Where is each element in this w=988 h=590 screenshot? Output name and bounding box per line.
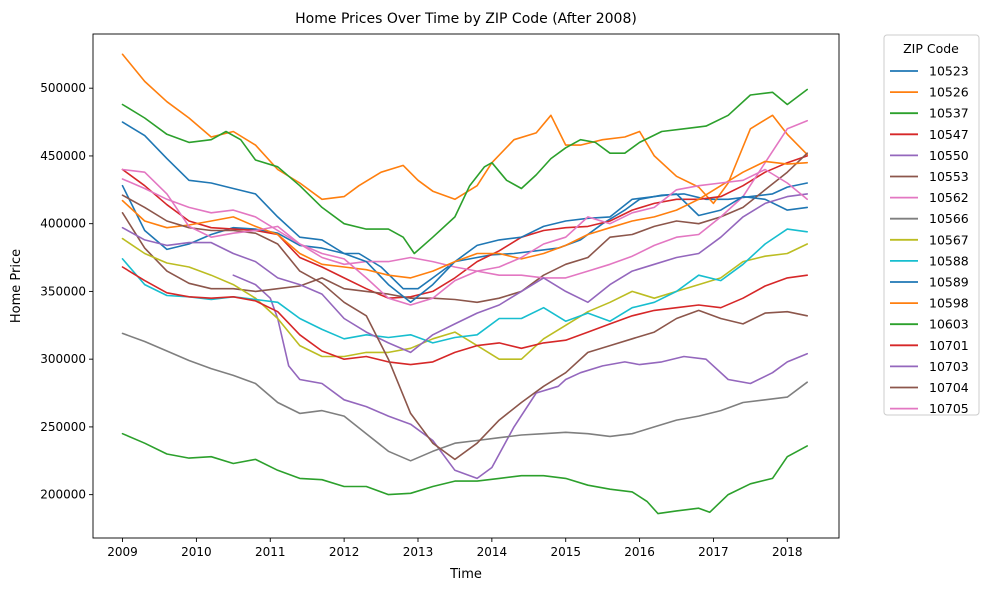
series-line-10704 [121, 194, 809, 461]
series-line-10550 [232, 274, 809, 480]
series-line-10701 [121, 266, 809, 366]
legend-item-10553: 10553 [890, 169, 969, 184]
legend-item-10562: 10562 [890, 190, 969, 205]
legend-label: 10598 [929, 296, 969, 311]
series-line-10598 [121, 160, 809, 279]
series-line-10526 [121, 53, 809, 205]
legend-label: 10588 [929, 253, 969, 268]
x-tick-label: 2009 [107, 545, 138, 559]
series-line-10523 [121, 182, 809, 290]
series-line-10703 [121, 193, 809, 354]
legend-label: 10562 [929, 190, 969, 205]
chart-title: Home Prices Over Time by ZIP Code (After… [295, 11, 637, 27]
legend-item-10705: 10705 [890, 401, 969, 416]
y-axis: 200000 250000 300000 350000 400000 450000 5000… [40, 81, 93, 502]
legend-label: 10566 [929, 211, 969, 226]
legend-item-10537: 10537 [890, 106, 969, 121]
series-line-10562 [121, 119, 809, 279]
legend-item-10588: 10588 [890, 253, 969, 268]
x-tick-label: 2012 [329, 545, 360, 559]
series-line-10589 [121, 121, 809, 304]
x-tick-label: 2014 [477, 545, 508, 559]
x-tick-label: 2011 [255, 545, 286, 559]
legend-title: ZIP Code [903, 41, 959, 56]
legend-item-10567: 10567 [890, 232, 969, 247]
x-tick-label: 2017 [698, 545, 729, 559]
x-axis-label: Time [449, 567, 482, 582]
y-tick-label: 250000 [40, 420, 86, 434]
legend-label: 10567 [929, 232, 969, 247]
axes-frame [92, 33, 840, 539]
legend-label: 10550 [929, 148, 969, 163]
legend-label: 10553 [929, 169, 969, 184]
legend-item-10589: 10589 [890, 275, 969, 290]
series-line-10537 [121, 88, 809, 255]
y-tick-label: 350000 [40, 284, 86, 298]
series-line-10567 [121, 237, 809, 361]
legend-frame [883, 34, 980, 416]
x-tick-label: 2016 [624, 545, 655, 559]
series-line-10705 [121, 168, 809, 306]
legend-item-10550: 10550 [890, 148, 969, 163]
y-tick-label: 450000 [40, 149, 86, 163]
y-axis-label: Home Price [9, 249, 24, 323]
legend-item-10547: 10547 [890, 127, 969, 142]
legend-label: 10547 [929, 127, 969, 142]
legend-label: 10703 [929, 359, 969, 374]
y-tick-label: 500000 [40, 81, 86, 95]
plot-area [121, 53, 809, 515]
legend: ZIP Code 1052310526105371054710550105531… [883, 34, 980, 416]
series-line-10566 [121, 332, 809, 462]
legend-item-10566: 10566 [890, 211, 969, 226]
legend-item-10704: 10704 [890, 380, 969, 395]
series-line-10553 [121, 152, 809, 304]
legend-item-10523: 10523 [890, 64, 969, 79]
legend-item-10703: 10703 [890, 359, 969, 374]
legend-item-10598: 10598 [890, 296, 969, 311]
y-tick-label: 200000 [40, 488, 86, 502]
y-tick-label: 400000 [40, 217, 86, 231]
legend-label: 10526 [929, 85, 969, 100]
x-tick-label: 2015 [550, 545, 581, 559]
legend-item-10526: 10526 [890, 85, 969, 100]
x-axis: 2009 2010 2011 2012 2013 2014 2015 2016 2017 2018 [107, 538, 803, 559]
legend-label: 10603 [929, 317, 969, 332]
legend-item-10701: 10701 [890, 338, 969, 353]
series-line-10603 [121, 432, 809, 515]
legend-label: 10537 [929, 106, 969, 121]
legend-items: 10523 10526 10537 10547 10550 10553 10562 10566… [890, 64, 969, 416]
legend-label: 10701 [929, 338, 969, 353]
x-tick-label: 2013 [403, 545, 434, 559]
legend-item-10603: 10603 [890, 317, 969, 332]
x-tick-label: 2018 [772, 545, 803, 559]
legend-label: 10705 [929, 401, 969, 416]
x-tick-label: 2010 [181, 545, 212, 559]
legend-label: 10704 [929, 380, 969, 395]
legend-label: 10589 [929, 275, 969, 290]
y-tick-label: 300000 [40, 352, 86, 366]
legend-label: 10523 [929, 64, 969, 79]
